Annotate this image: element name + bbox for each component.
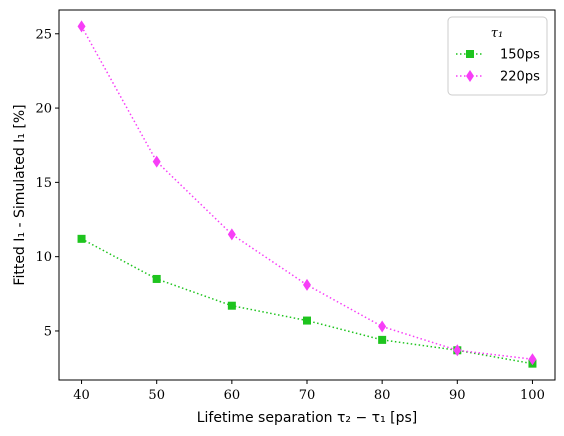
x-tick-label: 40 — [73, 388, 90, 403]
y-tick-label: 5 — [44, 324, 52, 339]
legend-label-220ps: 220ps — [500, 70, 540, 85]
data-point-220ps — [528, 353, 537, 366]
legend-entries: 150ps 220ps — [456, 48, 540, 85]
x-axis-title: Lifetime separation τ₂ − τ₁ [ps] — [197, 410, 418, 426]
data-point-220ps — [77, 20, 86, 33]
data-point-150ps — [77, 234, 86, 243]
legend: τ₁ 150ps 220ps — [447, 16, 548, 96]
x-tick-label: 70 — [299, 388, 316, 403]
x-tick-label: 90 — [449, 388, 466, 403]
x-tick-label: 80 — [374, 388, 391, 403]
data-point-150ps — [227, 301, 236, 310]
data-point-150ps — [378, 335, 387, 344]
data-point-220ps — [378, 320, 387, 333]
legend-marker-220ps — [466, 70, 474, 82]
series-layer — [77, 20, 537, 368]
legend-label-150ps: 150ps — [500, 48, 540, 63]
data-point-220ps — [303, 278, 311, 291]
y-tick-label: 10 — [35, 250, 52, 265]
y-tick-label: 20 — [35, 102, 52, 117]
ticks-layer: 40 50 60 70 80 90 100 5 10 15 20 25 — [35, 27, 544, 403]
y-tick-label: 15 — [35, 176, 52, 191]
y-tick-label: 25 — [35, 27, 52, 42]
data-point-150ps — [152, 274, 161, 283]
plot-frame — [58, 9, 556, 381]
x-tick-label: 100 — [520, 388, 545, 403]
data-point-220ps — [152, 155, 161, 168]
y-axis-title: Fitted I₁ - Simulated I₁ [%] — [12, 104, 28, 285]
legend-marker-150ps — [466, 50, 474, 58]
data-point-220ps — [453, 344, 462, 357]
legend-title: τ₁ — [491, 26, 503, 41]
x-tick-label: 60 — [224, 388, 241, 403]
x-tick-label: 50 — [148, 388, 165, 403]
data-point-220ps — [227, 228, 236, 241]
data-point-150ps — [303, 316, 311, 325]
